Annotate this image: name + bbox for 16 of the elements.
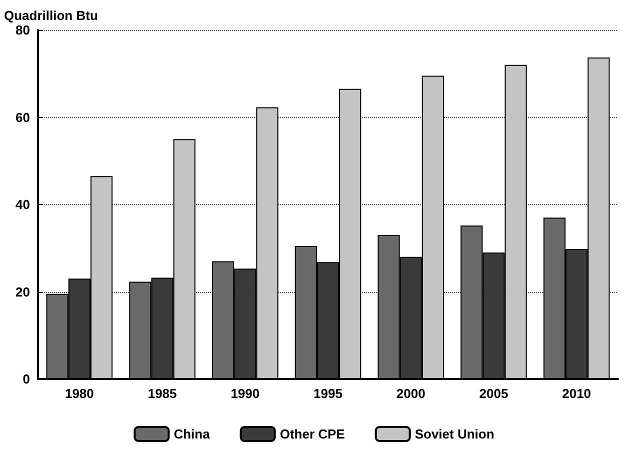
legend-label: China xyxy=(174,426,211,442)
legend-label: Other CPE xyxy=(280,426,346,442)
y-axis-title: Quadrillion Btu xyxy=(4,8,98,23)
y-tick-label: 0 xyxy=(22,372,30,386)
x-tick-label: 1985 xyxy=(148,386,177,401)
y-tick-label: 80 xyxy=(16,22,30,38)
y-tick-label: 60 xyxy=(16,110,30,125)
y-tick-label: 20 xyxy=(16,284,30,300)
x-tick-label: 1980 xyxy=(64,386,94,401)
x-tick-label: 1990 xyxy=(230,386,260,401)
y-tick-label: 40 xyxy=(16,197,30,212)
x-tick-label: 1995 xyxy=(314,386,342,401)
legend-label: Soviet Union xyxy=(414,426,494,442)
x-tick-label: 2010 xyxy=(562,386,592,401)
x-tick-label: 2000 xyxy=(396,386,426,401)
x-tick-label: 2005 xyxy=(479,386,508,401)
